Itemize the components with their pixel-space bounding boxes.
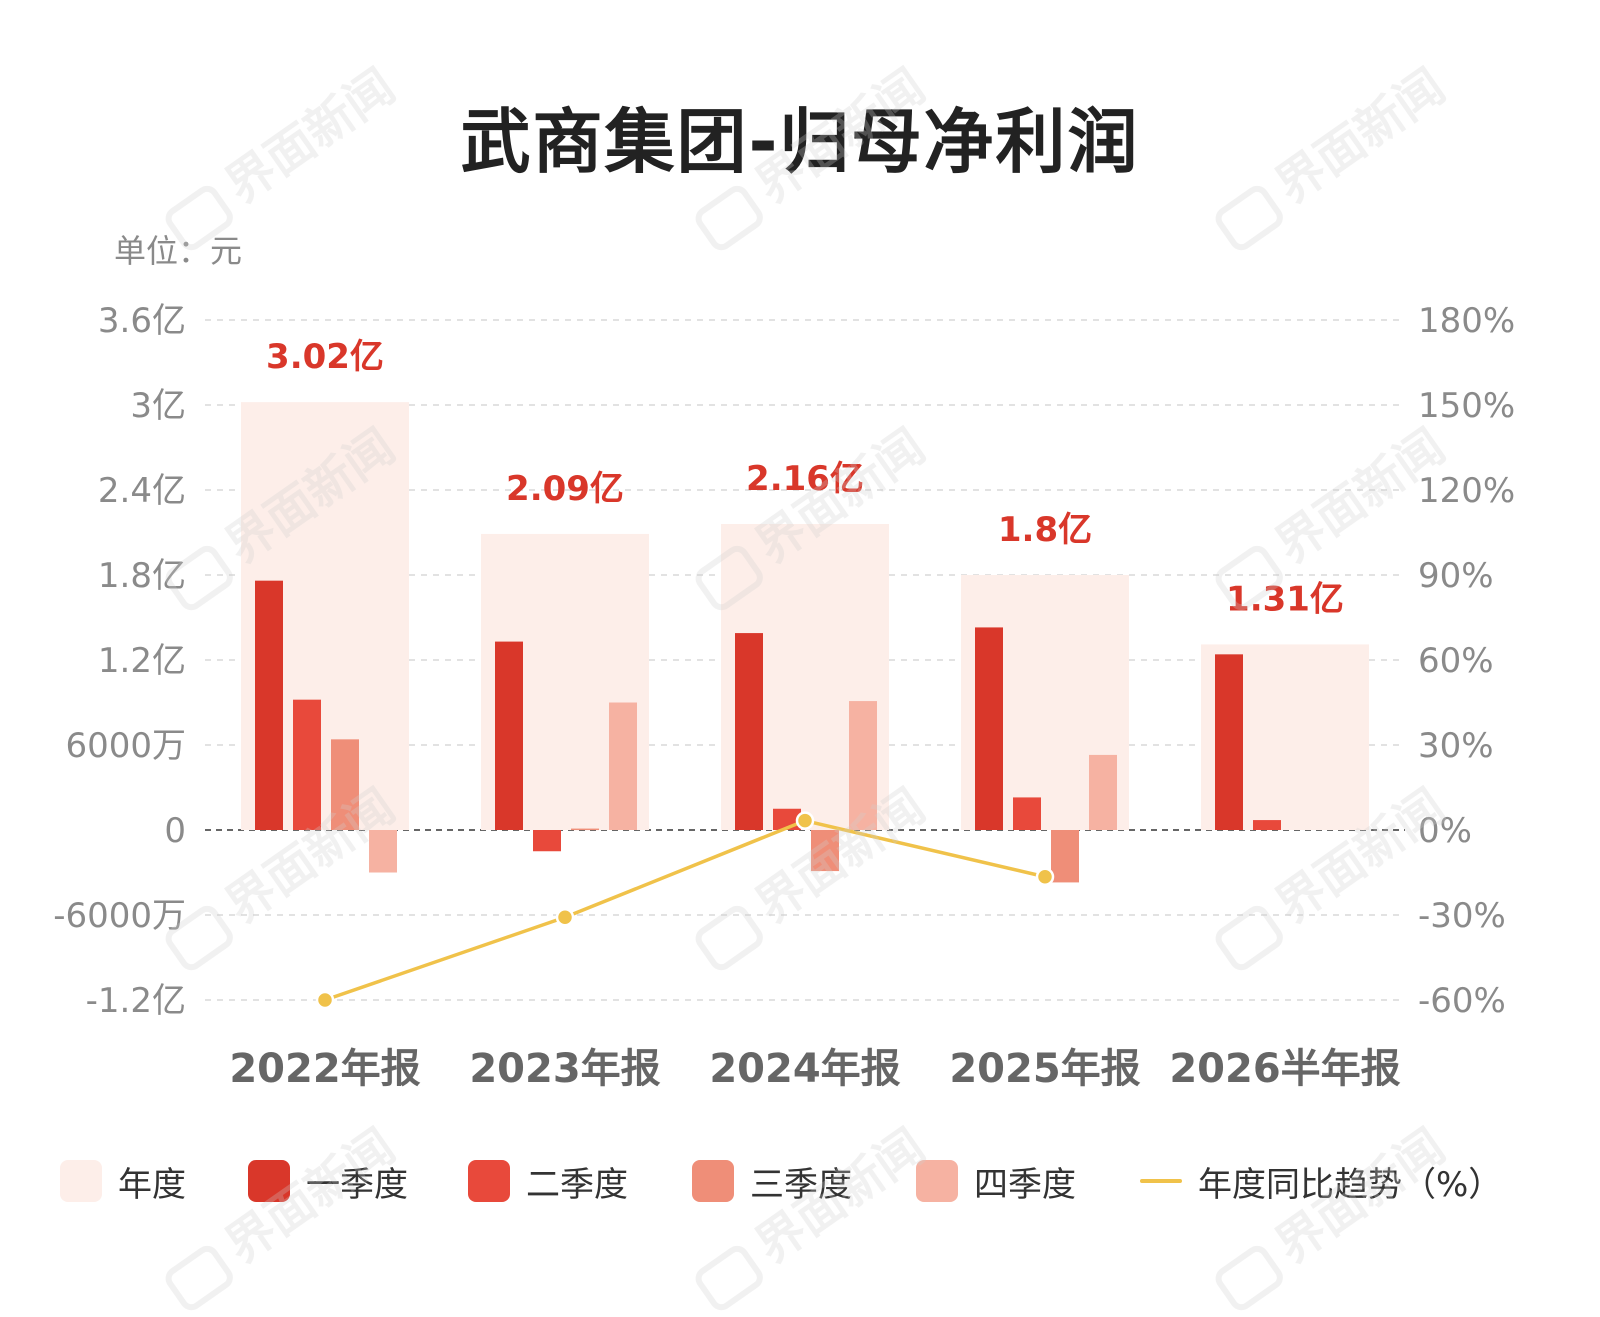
y-left-tick-label: 2.4亿 <box>98 471 186 511</box>
bar-q2 <box>1253 820 1281 830</box>
y-right-tick-label: 120% <box>1418 471 1515 511</box>
trend-point <box>795 811 815 830</box>
y-right-tick-label: 150% <box>1418 386 1515 426</box>
bar-q3 <box>1051 830 1079 883</box>
y-right-tick-label: 90% <box>1418 556 1494 596</box>
x-category-label: 2022年报 <box>229 1046 420 1092</box>
legend-label: 年度 <box>118 1164 186 1205</box>
bar-q1 <box>735 633 763 830</box>
legend-label: 年度同比趋势（%） <box>1198 1164 1503 1205</box>
annual-value-label: 2.09亿 <box>506 469 624 509</box>
legend-item-q4: 四季度 <box>916 1156 1076 1206</box>
bar-q3 <box>331 739 359 830</box>
legend-item-q2: 二季度 <box>468 1156 628 1206</box>
y-right-tick-label: 60% <box>1418 641 1494 681</box>
y-left-tick-label: 3.6亿 <box>98 301 186 341</box>
bar-q1 <box>975 627 1003 830</box>
legend-item-trend: 年度同比趋势（%） <box>1140 1156 1502 1206</box>
legend-swatch <box>248 1160 290 1202</box>
legend-swatch <box>1140 1179 1182 1183</box>
legend-item-year: 年度 <box>60 1156 186 1206</box>
y-right-tick-label: -60% <box>1418 981 1506 1021</box>
trend-line <box>324 818 1046 1002</box>
legend-label: 三季度 <box>750 1164 852 1205</box>
legend-item-q3: 三季度 <box>692 1156 852 1206</box>
annual-value-label: 2.16亿 <box>746 459 864 499</box>
annual-value-label: 1.31亿 <box>1226 579 1344 619</box>
bar-q1 <box>495 641 523 830</box>
x-category-label: 2026半年报 <box>1169 1046 1400 1092</box>
bar-q2 <box>533 830 561 852</box>
legend-item-q1: 一季度 <box>248 1156 408 1206</box>
y-left-tick-label: -1.2亿 <box>86 981 186 1021</box>
trend-point <box>555 908 575 927</box>
chart-legend: 年度 一季度 二季度 三季度 四季度 年度同比趋势（%） <box>60 1156 1580 1216</box>
y-left-tick-label: 3亿 <box>130 386 186 426</box>
legend-swatch <box>916 1160 958 1202</box>
bar-q1 <box>1215 654 1243 830</box>
y-right-tick-label: 0% <box>1418 811 1472 851</box>
x-category-label: 2024年报 <box>709 1046 900 1092</box>
bar-q2 <box>293 699 321 830</box>
y-right-tick-label: 180% <box>1418 301 1515 341</box>
legend-label: 二季度 <box>526 1164 628 1205</box>
bar-q1 <box>255 580 283 830</box>
chart-title: 武商集团-归母净利润 <box>460 101 1140 183</box>
trend-point <box>1035 867 1055 886</box>
y-left-tick-label: 1.2亿 <box>98 641 186 681</box>
trend-point <box>315 990 335 1010</box>
legend-label: 四季度 <box>974 1164 1076 1205</box>
legend-swatch <box>60 1160 102 1202</box>
legend-label: 一季度 <box>306 1164 408 1205</box>
y-left-tick-label: 1.8亿 <box>98 556 186 596</box>
bar-q4 <box>369 830 397 873</box>
legend-swatch <box>468 1160 510 1202</box>
x-category-label: 2023年报 <box>469 1046 660 1092</box>
y-left-tick-label: -6000万 <box>53 896 186 936</box>
y-right-tick-label: 30% <box>1418 726 1494 766</box>
unit-label: 单位：元 <box>114 232 243 270</box>
bar-q3 <box>571 828 599 831</box>
x-category-label: 2025年报 <box>949 1046 1140 1092</box>
bar-q3 <box>811 830 839 872</box>
y-left-tick-label: 0 <box>164 811 186 851</box>
bar-q4 <box>849 701 877 830</box>
y-left-tick-label: 6000万 <box>65 726 186 766</box>
annual-value-label: 3.02亿 <box>266 337 384 377</box>
annual-value-label: 1.8亿 <box>998 510 1092 550</box>
bar-q2 <box>1013 797 1041 830</box>
bar-q4 <box>609 702 637 830</box>
y-right-tick-label: -30% <box>1418 896 1506 936</box>
legend-swatch <box>692 1160 734 1202</box>
bar-q4 <box>1089 754 1117 830</box>
